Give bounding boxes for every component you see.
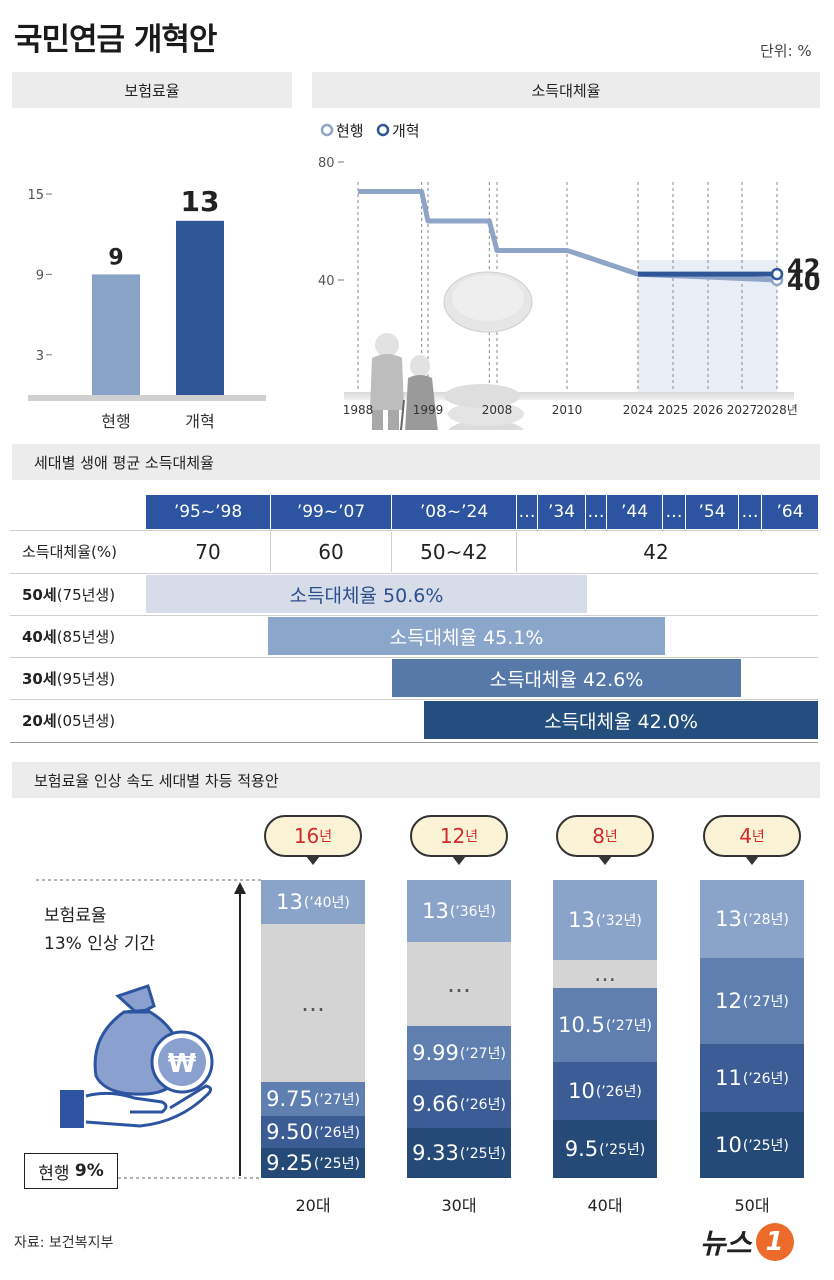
y-tick-label: 3: [36, 349, 44, 364]
column-segment: 13 (’32년): [553, 880, 657, 960]
column-segment: 9.75 (’27년): [261, 1082, 365, 1116]
axis-note: 보험료율 13% 인상 기간: [44, 906, 156, 954]
x-tick-label: 2008: [482, 403, 513, 417]
x-tick-label: 2024: [623, 403, 654, 417]
baseline-label: 현행 9%: [24, 1153, 118, 1189]
period-header: ’64: [762, 495, 818, 529]
rate-row-label: 소득대체율(%): [22, 543, 117, 561]
y-tick-label: 80: [318, 156, 335, 171]
page-title: 국민연금 개혁안: [14, 22, 217, 58]
baseline-floor: [28, 395, 266, 401]
column-ellipsis: …: [261, 924, 365, 1082]
column-label: 40대: [587, 1196, 623, 1215]
generation-label: 30세(95년생): [22, 670, 116, 688]
rate-value: 70: [195, 540, 221, 564]
x-tick-label: 2028년: [756, 403, 798, 417]
money-bag-hand-icon: ₩: [60, 984, 214, 1128]
series-end-label: 40: [787, 268, 820, 296]
x-tick-label: 2025: [658, 403, 689, 417]
category-label: 개혁: [185, 412, 214, 430]
x-tick-label: 1988: [343, 403, 374, 417]
y-tick-label: 15: [27, 188, 44, 203]
generation-bar: 소득대체율 45.1%: [268, 617, 665, 655]
series-end-marker: [770, 267, 784, 281]
period-header: …: [586, 495, 606, 529]
news1-logo: 뉴스 1: [700, 1222, 794, 1262]
years-bubble: 16 년: [264, 815, 362, 857]
column-ellipsis: …: [407, 942, 511, 1026]
generation-section-header: 세대별 생애 평균 소득대체율: [12, 444, 820, 480]
generation-label: 20세(05년생): [22, 712, 116, 730]
svg-text:₩: ₩: [168, 1049, 197, 1079]
column-segment: 9.50 (’26년): [261, 1116, 365, 1148]
bar: [176, 220, 224, 395]
x-tick-label: 2027: [727, 403, 758, 417]
generation-bar: 소득대체율 42.6%: [392, 659, 741, 697]
replacement-section-header: 소득대체율: [312, 72, 820, 108]
y-tick-label: 40: [318, 274, 335, 289]
chart-floor: [344, 392, 794, 400]
column-label: 50대: [734, 1196, 770, 1215]
legend-marker: [376, 123, 390, 137]
series-end-label: 42: [787, 254, 820, 282]
column-segment: 10.5 (’27년): [553, 988, 657, 1062]
rate-value: 42: [643, 540, 669, 564]
axis-arrow: [36, 879, 262, 1179]
years-bubble: 12 년: [410, 815, 508, 857]
generation-label: 50세(75년생): [22, 586, 116, 604]
series-line: [358, 189, 778, 283]
x-tick-label: 1999: [413, 403, 444, 417]
column-segment: 10 (’26년): [553, 1062, 657, 1120]
elderly-couple-illustration: [370, 333, 438, 430]
period-header: …: [663, 495, 685, 529]
column-segment: 12 (’27년): [700, 958, 804, 1044]
column-segment: 9.66 (’26년): [407, 1080, 511, 1128]
rate-value: 50~42: [420, 540, 488, 564]
unit-label: 단위: %: [760, 42, 812, 60]
differential-section-header: 보험료율 인상 속도 세대별 차등 적용안: [12, 762, 820, 798]
column-segment: 9.33 (’25년): [407, 1128, 511, 1178]
period-header: ’08~’24: [392, 495, 516, 529]
column-segment: 13 (’40년): [261, 880, 365, 924]
category-label: 현행: [101, 412, 130, 430]
generation-bar: 소득대체율 42.0%: [424, 701, 818, 739]
period-header: ’54: [686, 495, 738, 529]
period-header: ’44: [607, 495, 662, 529]
column-label: 30대: [441, 1196, 477, 1215]
column-segment: 13 (’36년): [407, 880, 511, 942]
coin-stack-illustration: [443, 271, 533, 430]
generation-label: 40세(85년생): [22, 628, 116, 646]
column-segment: 9.99 (’27년): [407, 1026, 511, 1080]
bar-value-label: 9: [108, 245, 123, 270]
period-header: ’99~’07: [271, 495, 391, 529]
source-note: 자료: 보건복지부: [14, 1235, 114, 1251]
column-segment: 10 (’25년): [700, 1112, 804, 1178]
column-segment: 11 (’26년): [700, 1044, 804, 1112]
rate-value: 60: [318, 540, 344, 564]
generation-bar: 소득대체율 50.6%: [146, 575, 587, 613]
period-header: …: [739, 495, 761, 529]
bar-value-label: 13: [181, 185, 220, 218]
period-header: …: [517, 495, 537, 529]
legend-label: 현행: [336, 122, 364, 140]
column-label: 20대: [295, 1196, 331, 1215]
column-segment: 13 (’28년): [700, 880, 804, 958]
x-tick-label: 2010: [552, 403, 583, 417]
column-ellipsis: …: [553, 960, 657, 988]
y-tick-label: 9: [36, 268, 44, 283]
period-header: ’95~’98: [146, 495, 270, 529]
premium-section-header: 보험료율: [12, 72, 292, 108]
premium-bar-chart: 3 9 15 9 현행 13 개혁: [27, 185, 266, 430]
bar: [92, 274, 140, 395]
column-segment: 9.5 (’25년): [553, 1120, 657, 1178]
legend-label: 개혁: [392, 122, 420, 140]
x-tick-label: 2026: [693, 403, 724, 417]
legend-marker: [320, 123, 334, 137]
period-header: ’34: [538, 495, 585, 529]
column-segment: 9.25 (’25년): [261, 1148, 365, 1178]
